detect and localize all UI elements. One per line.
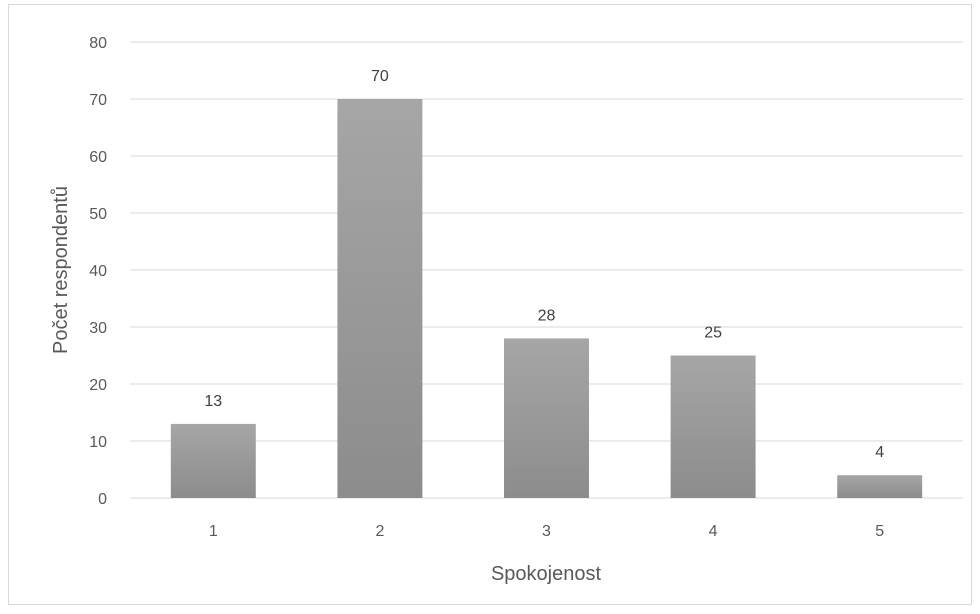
y-tick-labels: 0 10 20 30 40 50 60 70 80 <box>89 35 107 508</box>
y-tick-label: 20 <box>89 377 107 394</box>
bars <box>170 99 923 498</box>
x-tick-label-1: 1 <box>209 523 218 540</box>
data-labels: 13 70 28 25 4 <box>204 68 884 461</box>
x-tick-label-4: 4 <box>709 523 718 540</box>
y-tick-label: 60 <box>89 149 107 166</box>
y-tick-label: 10 <box>89 434 107 451</box>
data-label-4: 25 <box>704 325 722 342</box>
y-tick-label: 30 <box>89 320 107 337</box>
data-label-1: 13 <box>204 393 222 410</box>
x-axis-title: Spokojenost <box>491 563 602 585</box>
y-axis-title: Počet respondentů <box>50 186 72 354</box>
x-tick-label-5: 5 <box>875 523 884 540</box>
y-tick-label: 40 <box>89 263 107 280</box>
x-tick-label-3: 3 <box>542 523 551 540</box>
y-tick-label: 80 <box>89 35 107 52</box>
x-tick-labels: 1 2 3 4 5 <box>209 523 884 540</box>
bar-3 <box>504 338 589 498</box>
bar-5 <box>837 475 923 498</box>
y-tick-label: 50 <box>89 206 107 223</box>
x-tick-label-2: 2 <box>375 523 384 540</box>
bar-4 <box>670 355 756 498</box>
y-tick-label: 0 <box>98 491 107 508</box>
bar-1 <box>170 423 256 498</box>
bar-2 <box>337 99 423 498</box>
data-label-3: 28 <box>538 307 556 324</box>
data-label-2: 70 <box>371 68 389 85</box>
data-label-5: 4 <box>875 444 884 461</box>
gridlines <box>130 41 963 499</box>
chart-border <box>8 4 972 605</box>
y-tick-label: 70 <box>89 92 107 109</box>
